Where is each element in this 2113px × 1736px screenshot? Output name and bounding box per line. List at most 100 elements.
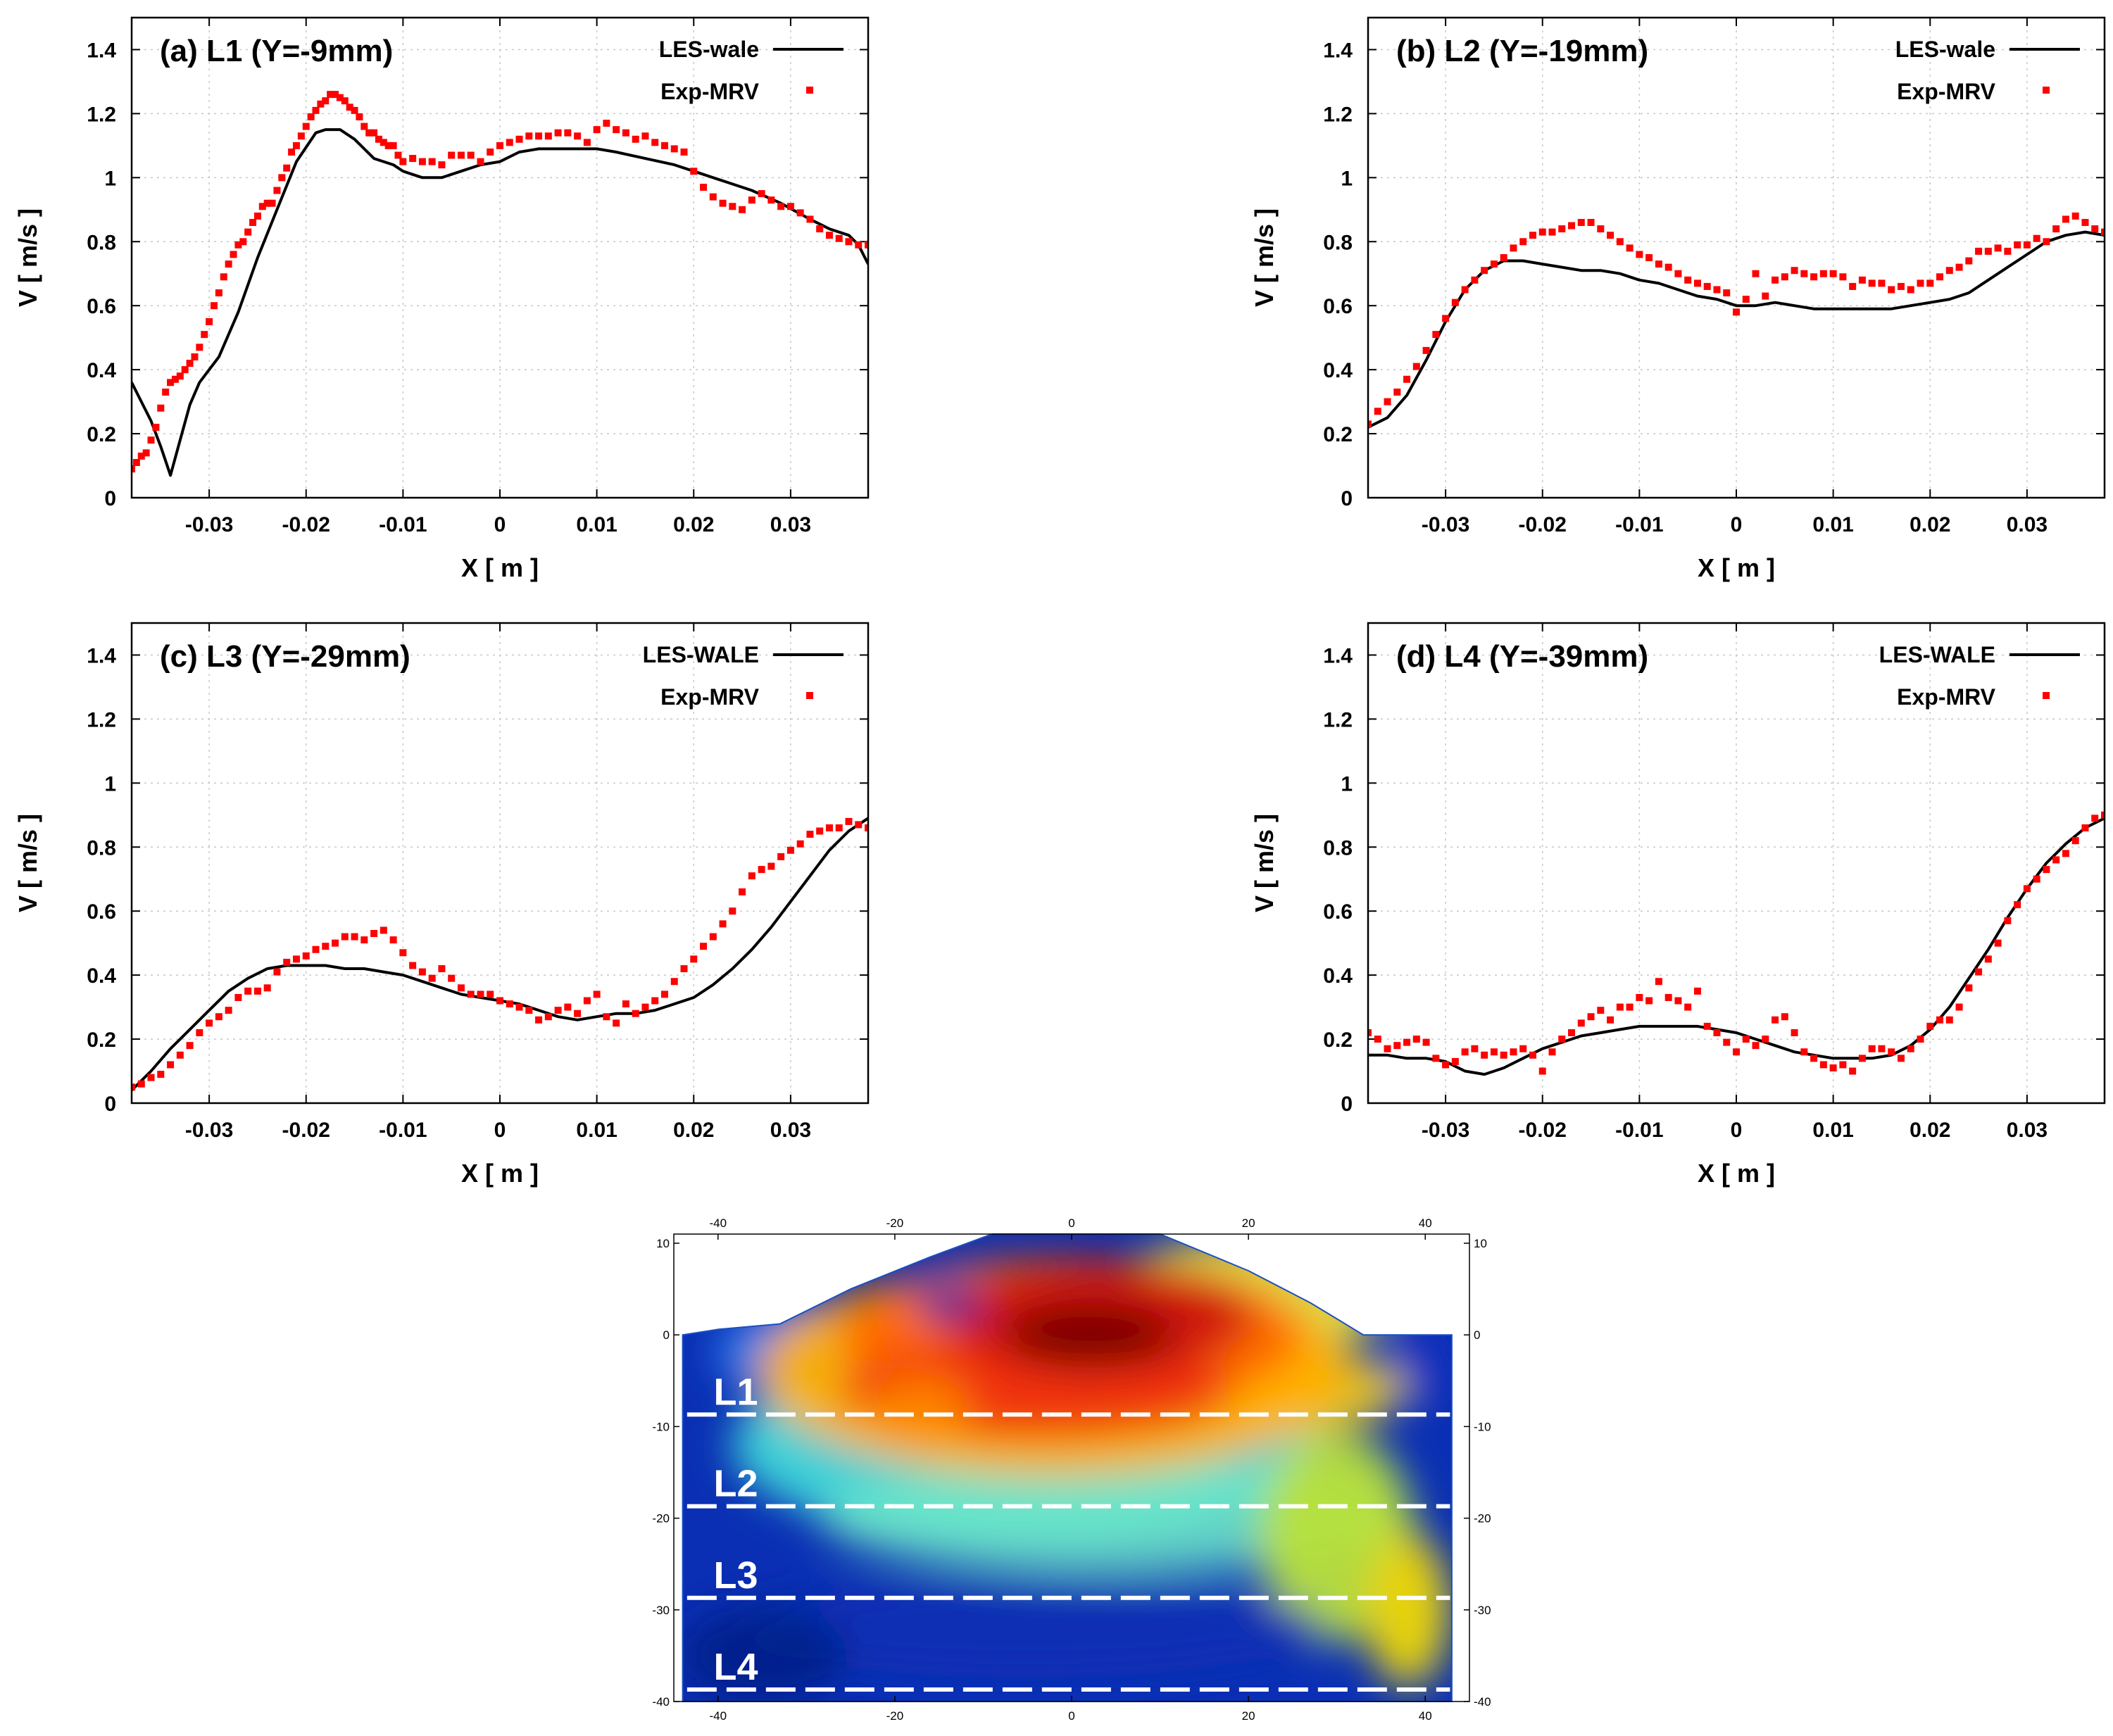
data-point-exp: [554, 1007, 562, 1014]
data-point-exp: [1762, 1036, 1769, 1043]
data-point-exp: [1752, 1042, 1760, 1050]
contour-panel: -40 -40 -20 -20 0 0 20 20 40 40 10 10 0 0 -10 -10 -20 -20…: [652, 1216, 1491, 1723]
data-point-exp: [583, 997, 591, 1005]
contour-y-tick-label: 0: [663, 1328, 670, 1342]
data-point-exp: [288, 148, 296, 156]
y-tick-label: 0: [104, 1093, 116, 1116]
data-point-exp: [253, 212, 261, 220]
data-point-exp: [2014, 241, 2021, 249]
data-point-exp: [1384, 398, 1391, 405]
data-point-exp: [1597, 225, 1605, 233]
data-point-exp: [351, 106, 358, 114]
data-point-exp: [748, 872, 755, 880]
contour-x-tick-label: 40: [1419, 1709, 1432, 1723]
data-point-exp: [1839, 273, 1847, 281]
data-point-exp: [1412, 363, 1420, 370]
field-blob: [1397, 1327, 1452, 1398]
data-point-exp: [428, 974, 436, 982]
contour-x-tick-label: 20: [1242, 1709, 1255, 1723]
data-point-exp: [283, 958, 291, 966]
data-point-exp: [346, 103, 353, 111]
x-tick-label: 0.01: [1812, 1119, 1853, 1142]
x-tick-label: -0.01: [379, 1119, 427, 1142]
data-point-exp: [845, 817, 853, 825]
data-point-exp: [394, 151, 402, 159]
data-point-exp: [1519, 1045, 1527, 1052]
data-point-exp: [283, 164, 291, 172]
data-point-exp: [1975, 247, 1983, 255]
data-point-exp: [825, 824, 833, 831]
data-point-exp: [544, 132, 552, 140]
data-point-exp: [1393, 1042, 1401, 1050]
x-tick-label: 0.02: [1910, 1119, 1950, 1142]
data-point-exp: [201, 331, 208, 339]
data-point-exp: [1878, 279, 1886, 287]
data-point-exp: [457, 151, 465, 159]
data-point-exp: [428, 158, 436, 165]
data-point-exp: [1800, 1048, 1808, 1056]
data-point-exp: [399, 158, 407, 165]
data-point-exp: [1558, 1036, 1566, 1043]
data-point-exp: [263, 199, 271, 207]
data-point-exp: [176, 1051, 184, 1059]
x-tick-label: -0.03: [1422, 513, 1469, 536]
data-point-exp: [370, 930, 378, 938]
data-point-exp: [1529, 1051, 1536, 1059]
data-point-exp: [292, 141, 300, 149]
series-group: [1368, 811, 2105, 1076]
data-point-exp: [855, 821, 863, 829]
data-point-exp: [1558, 225, 1566, 233]
data-point-exp: [186, 360, 194, 367]
x-tick-label: 0.03: [2007, 513, 2048, 536]
data-point-exp: [220, 273, 227, 281]
data-point-exp: [1490, 260, 1498, 268]
data-point-exp: [700, 943, 708, 950]
data-point-exp: [2091, 814, 2099, 822]
data-point-exp: [1926, 279, 1934, 287]
data-point-exp: [230, 251, 237, 258]
y-tick-label: 1: [1341, 772, 1353, 795]
data-point-exp: [554, 129, 562, 137]
data-point-exp: [1752, 270, 1760, 277]
y-tick-label: 1.2: [87, 103, 116, 126]
data-point-exp: [1684, 1003, 1692, 1011]
data-point-exp: [1858, 1055, 1866, 1062]
data-point-exp: [1810, 273, 1818, 281]
x-tick-label: -0.02: [282, 1119, 330, 1142]
data-point-exp: [1772, 1016, 1779, 1024]
data-point-exp: [1500, 254, 1507, 261]
data-point-exp: [535, 132, 543, 140]
data-point-exp: [786, 846, 794, 854]
data-point-exp: [327, 91, 334, 99]
field-blob: [732, 1578, 1324, 1678]
data-point-exp: [1568, 222, 1576, 229]
data-point-exp: [1897, 282, 1905, 290]
data-point-exp: [1412, 1036, 1420, 1043]
data-point-exp: [767, 196, 775, 204]
data-point-exp: [258, 203, 266, 210]
data-point-exp: [1374, 1036, 1381, 1043]
data-point-exp: [418, 968, 426, 976]
chart-panel-4: -0.03 -0.02 -0.01 0 0.01 0.02 0.03 0 0.2 0.4 0.6 0.…: [1250, 622, 2106, 1188]
data-point-exp: [2081, 218, 2089, 226]
data-point-exp: [739, 206, 746, 213]
data-point-exp: [225, 1007, 232, 1014]
data-point-exp: [1693, 279, 1701, 287]
data-point-exp: [632, 135, 639, 143]
data-point-exp: [1471, 1045, 1479, 1052]
data-point-exp: [1607, 1016, 1614, 1024]
contour-x-tick-label: 20: [1242, 1216, 1255, 1230]
data-point-exp: [613, 126, 620, 134]
x-axis-label: X [ m ]: [1698, 553, 1775, 582]
data-point-exp: [496, 997, 503, 1005]
data-point-exp: [1432, 1055, 1440, 1062]
data-point-exp: [2014, 901, 2021, 909]
data-point-exp: [1819, 270, 1827, 277]
data-point-exp: [1529, 232, 1536, 239]
data-point-exp: [273, 187, 281, 194]
data-point-exp: [1868, 1045, 1876, 1052]
data-point-exp: [191, 353, 199, 360]
legend-label: Exp-MRV: [1897, 79, 1996, 104]
data-point-exp: [1907, 1045, 1914, 1052]
field-blob: [1005, 1303, 1174, 1367]
